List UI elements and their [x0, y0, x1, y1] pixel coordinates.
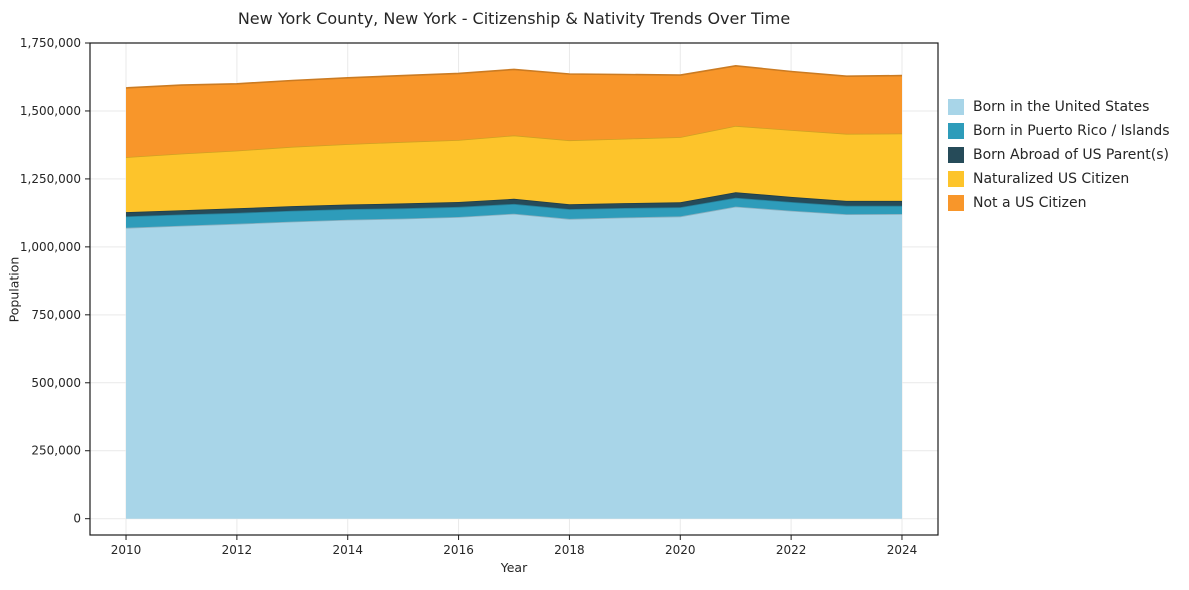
y-tick-label: 250,000: [31, 444, 81, 458]
x-tick-label: 2022: [776, 543, 807, 557]
legend-swatch: [948, 195, 964, 211]
legend-item: Not a US Citizen: [948, 195, 1170, 211]
y-tick-label: 1,500,000: [20, 104, 81, 118]
x-tick-label: 2010: [111, 543, 142, 557]
y-tick-label: 1,000,000: [20, 240, 81, 254]
legend-swatch: [948, 171, 964, 187]
legend-swatch: [948, 123, 964, 139]
legend-label: Born in the United States: [973, 99, 1150, 115]
x-tick-label: 2014: [332, 543, 363, 557]
area-born-in-puerto-rico-islands: [126, 197, 902, 228]
legend-swatch: [948, 147, 964, 163]
y-tick-label: 1,250,000: [20, 172, 81, 186]
legend-label: Born Abroad of US Parent(s): [973, 147, 1169, 163]
legend-label: Not a US Citizen: [973, 195, 1087, 211]
x-axis-label: Year: [500, 560, 528, 575]
x-tick-label: 2024: [887, 543, 918, 557]
legend: Born in the United States Born in Puerto …: [948, 99, 1170, 211]
plot-border: [89, 42, 939, 536]
chart-title: New York County, New York - Citizenship …: [237, 9, 791, 28]
y-tick-label: 1,750,000: [20, 36, 81, 50]
legend-item: Naturalized US Citizen: [948, 171, 1170, 187]
area-not-a-us-citizen: [126, 65, 902, 158]
x-tick-label: 2020: [665, 543, 696, 557]
legend-item: Born in Puerto Rico / Islands: [948, 123, 1170, 139]
x-tick-label: 2018: [554, 543, 585, 557]
x-tick-label: 2012: [222, 543, 253, 557]
legend-label: Naturalized US Citizen: [973, 171, 1130, 187]
area-born-in-the-united-states: [126, 206, 902, 519]
legend-item: Born Abroad of US Parent(s): [948, 147, 1170, 163]
legend-label: Born in Puerto Rico / Islands: [973, 123, 1170, 139]
area-edge-line: [125, 64, 903, 89]
area-naturalized-us-citizen: [126, 125, 902, 213]
y-tick-label: 500,000: [31, 376, 81, 390]
x-tick-label: 2016: [443, 543, 474, 557]
y-tick-label: 0: [73, 512, 81, 526]
area-born-abroad-of-us-parent-s-: [126, 192, 902, 217]
y-tick-label: 750,000: [31, 308, 81, 322]
legend-item: Born in the United States: [948, 99, 1170, 115]
legend-swatch: [948, 99, 964, 115]
y-axis-label: Population: [6, 256, 22, 323]
